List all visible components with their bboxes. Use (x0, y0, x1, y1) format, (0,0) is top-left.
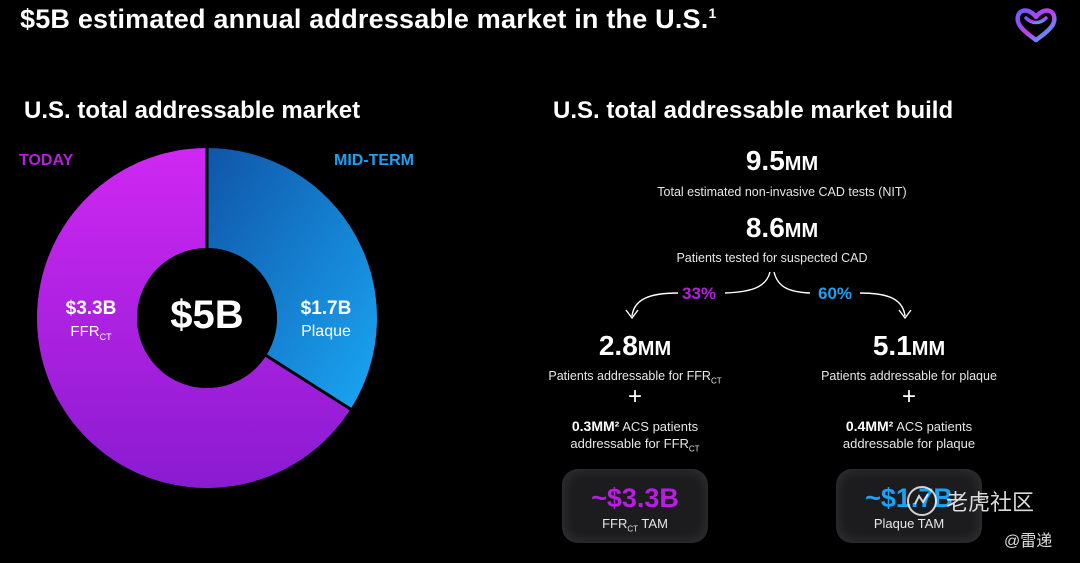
ffr-value: 2.8MM (598, 330, 672, 361)
split-left-percent: 33% (682, 284, 717, 303)
right-heading: U.S. total addressable market build (553, 97, 954, 124)
legend-today: TODAY (19, 152, 74, 169)
brand-logo-icon (1015, 8, 1057, 43)
split-arrows (625, 271, 912, 320)
donut-slice-today (36, 148, 351, 489)
ffr-tam-caption: FFRCT TAM (602, 516, 668, 534)
split-right-percent: 60% (818, 284, 853, 303)
suspected-caption: Patients tested for suspected CAD (676, 251, 868, 265)
watermark-logo-icon (907, 486, 937, 516)
ffr-plus: + (627, 383, 642, 410)
plaque-value: 5.1MM (872, 330, 946, 361)
donut-chart (36, 147, 377, 489)
slice-separator (265, 354, 353, 411)
donut-hole (137, 248, 277, 388)
donut-center-label: $5B (170, 293, 244, 337)
plaque-caption: Patients addressable for plaque (821, 369, 997, 383)
left-heading: U.S. total addressable market (24, 97, 361, 124)
donut-slice-mid-term (207, 148, 377, 410)
ffr-tam-card: ~$3.3B FFRCT TAM (562, 469, 708, 543)
watermark-site: 老虎社区 (946, 490, 1035, 515)
legend-mid-term: MID-TERM (334, 152, 414, 169)
slice-mid-term-label: $1.7B Plaque (300, 298, 352, 340)
plaque-acs-note: 0.4MM² ACS patients addressable for plaq… (842, 418, 976, 451)
suspected-value: 8.6MM (745, 212, 819, 243)
slice-today-label: $3.3B FFRCT (65, 298, 117, 342)
plaque-tam-caption: Plaque TAM (873, 516, 945, 531)
plaque-plus: + (901, 383, 916, 410)
nit-caption: Total estimated non-invasive CAD tests (… (657, 185, 907, 199)
page-title: $5B estimated annual addressable market … (20, 4, 717, 34)
watermark-handle: @雷递 (1004, 533, 1053, 550)
ffr-acs-note: 0.3MM² ACS patients addressable for FFRC… (570, 418, 700, 454)
nit-value: 9.5MM (745, 145, 819, 176)
ffr-tam-value: ~$3.3B (591, 483, 679, 513)
ffr-caption: Patients addressable for FFRCT (548, 369, 722, 386)
